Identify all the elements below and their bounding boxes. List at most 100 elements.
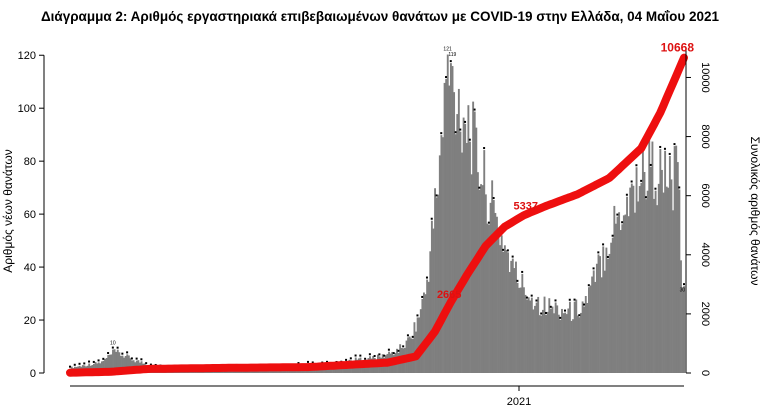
left-y-axis: 0 20 40 60 80 100 120 — [18, 50, 45, 380]
bar — [486, 223, 489, 373]
bar — [632, 185, 635, 373]
bar — [535, 302, 538, 373]
data-point — [640, 179, 643, 182]
peak-label: 30 — [680, 288, 686, 294]
bar — [588, 287, 590, 373]
bar — [640, 182, 643, 373]
bar — [108, 354, 111, 373]
data-point — [478, 186, 481, 189]
bar — [545, 314, 548, 373]
bar — [646, 190, 649, 373]
bar — [549, 308, 552, 373]
bar — [481, 185, 484, 373]
bar — [576, 315, 579, 373]
bar — [565, 314, 568, 373]
bar — [630, 183, 633, 373]
bar — [418, 317, 421, 373]
bar — [497, 233, 500, 373]
cumulative-deaths-line — [66, 53, 688, 377]
data-point — [668, 152, 671, 155]
bar — [648, 140, 651, 373]
bar — [524, 294, 527, 373]
data-point — [654, 187, 657, 190]
bar — [542, 309, 544, 373]
data-point — [406, 334, 409, 337]
bar — [104, 358, 106, 373]
bar — [518, 287, 521, 373]
bar — [607, 259, 609, 373]
bar — [649, 166, 652, 373]
data-point — [454, 131, 457, 134]
data-point — [135, 357, 138, 360]
bar — [653, 198, 655, 373]
bar — [660, 169, 663, 373]
data-point — [297, 362, 300, 365]
bar — [513, 268, 516, 373]
bar — [532, 309, 535, 373]
data-point — [683, 283, 685, 286]
bar — [107, 355, 110, 373]
bar — [478, 189, 481, 373]
bar — [680, 260, 682, 373]
bar — [115, 351, 118, 373]
bar — [112, 349, 114, 373]
bar — [537, 296, 540, 373]
bar — [675, 145, 678, 373]
right-tick-label-2000: 2000 — [699, 302, 711, 326]
annotation-2665: 2665 — [437, 289, 461, 301]
bar — [567, 308, 570, 373]
data-point — [506, 249, 509, 252]
bar — [430, 220, 433, 373]
bar — [676, 162, 679, 373]
data-point — [544, 311, 547, 314]
bar — [510, 260, 513, 373]
bar — [619, 230, 622, 373]
bar — [519, 287, 522, 373]
bar — [446, 54, 449, 374]
data-point — [354, 354, 357, 357]
data-point — [611, 234, 614, 237]
bar — [508, 272, 511, 373]
bar — [521, 273, 524, 373]
right-tick-label-10000: 10000 — [699, 62, 711, 93]
bar — [124, 355, 127, 373]
bar — [453, 92, 456, 374]
bar — [635, 167, 638, 373]
data-point — [592, 267, 595, 270]
data-point — [559, 316, 562, 319]
data-point — [554, 299, 557, 302]
bar — [568, 301, 571, 373]
data-point — [564, 309, 567, 312]
data-point — [492, 197, 495, 200]
x-axis: 2021 — [70, 385, 684, 408]
bar — [656, 205, 659, 373]
bar — [427, 281, 430, 373]
data-point — [416, 314, 419, 317]
x-tick-label-2021: 2021 — [507, 396, 531, 408]
bar — [668, 155, 671, 373]
bar — [605, 247, 608, 373]
bar — [592, 270, 595, 373]
data-point — [73, 363, 76, 366]
bar — [413, 322, 416, 373]
bar — [129, 358, 132, 373]
bar — [584, 296, 587, 373]
bar — [580, 312, 582, 373]
bar — [556, 305, 559, 373]
bar — [500, 235, 503, 373]
bar — [678, 189, 681, 373]
bar — [492, 200, 495, 373]
bar — [643, 172, 646, 373]
data-point — [69, 365, 71, 368]
bar — [622, 215, 625, 373]
bar — [614, 223, 617, 373]
data-point — [402, 345, 405, 348]
bar — [637, 201, 640, 373]
bar — [543, 296, 546, 373]
data-point — [644, 196, 647, 199]
data-point — [583, 303, 586, 306]
bar — [113, 349, 116, 373]
bar — [475, 127, 478, 373]
left-tick-label-60: 60 — [24, 209, 36, 221]
